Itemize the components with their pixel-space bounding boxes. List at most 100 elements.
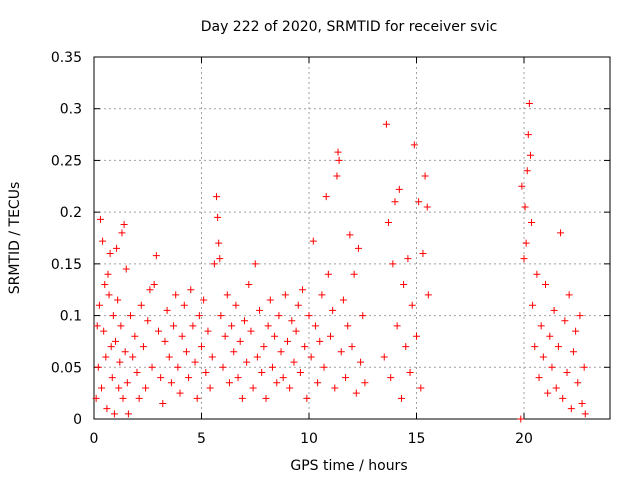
data-point (533, 270, 541, 278)
data-point (127, 312, 135, 320)
data-point (155, 327, 162, 335)
data-point (576, 312, 584, 320)
data-point (176, 389, 184, 397)
data-point (109, 312, 117, 320)
data-point (324, 270, 332, 278)
data-point (213, 193, 221, 201)
x-axis-label: GPS time / hours (290, 458, 407, 474)
data-point (163, 306, 171, 314)
data-point (288, 317, 296, 325)
data-point (174, 363, 182, 371)
data-point (251, 260, 259, 268)
data-point (565, 291, 573, 299)
data-point (320, 363, 328, 371)
data-point (380, 353, 388, 361)
data-point (266, 296, 274, 304)
data-point (103, 405, 111, 413)
data-point (307, 353, 315, 361)
data-point (210, 260, 218, 268)
data-point (387, 374, 395, 382)
data-point (318, 291, 326, 299)
data-point (322, 193, 330, 201)
data-point (214, 213, 222, 221)
data-point (523, 167, 531, 175)
data-point (182, 348, 190, 356)
data-point (159, 399, 167, 407)
data-point (292, 327, 300, 335)
data-point (580, 363, 588, 371)
data-point (334, 148, 342, 156)
data-point (120, 221, 128, 229)
data-point (301, 343, 309, 351)
data-point (107, 343, 115, 351)
data-point (180, 301, 188, 309)
data-point (185, 374, 193, 382)
data-point (200, 296, 208, 304)
data-point (569, 348, 577, 356)
data-point (245, 281, 253, 289)
data-point (408, 301, 416, 309)
data-point (277, 348, 285, 356)
data-point (404, 255, 412, 263)
data-point (339, 296, 347, 304)
data-point (208, 353, 216, 361)
data-point (286, 384, 294, 392)
data-point (546, 332, 554, 340)
y-tick-label: 0.35 (51, 50, 82, 66)
data-point (393, 322, 401, 330)
data-point (256, 306, 264, 314)
data-point (106, 250, 114, 258)
data-point (548, 363, 556, 371)
data-point (361, 379, 369, 387)
data-point (102, 353, 110, 361)
data-point (391, 198, 399, 206)
data-point (264, 322, 272, 330)
data-point (206, 384, 214, 392)
data-point (311, 322, 319, 330)
data-point (524, 131, 532, 139)
data-point (94, 363, 102, 371)
data-point (124, 410, 132, 418)
data-point (581, 410, 589, 418)
data-point (195, 312, 203, 320)
x-tick-label: 10 (300, 431, 318, 447)
data-point (115, 384, 123, 392)
x-tick-label: 15 (408, 431, 426, 447)
data-point (170, 322, 178, 330)
y-tick-label: 0.15 (51, 257, 82, 273)
data-point (415, 198, 423, 206)
data-point (518, 182, 526, 190)
data-point (352, 389, 360, 397)
data-point (526, 151, 534, 159)
data-point (114, 296, 122, 304)
data-point (96, 215, 104, 223)
data-point (146, 286, 154, 294)
y-tick-label: 0.05 (51, 360, 82, 376)
x-tick-label: 20 (515, 431, 533, 447)
data-point (243, 358, 251, 366)
data-point (316, 337, 324, 345)
data-point (116, 358, 124, 366)
data-point (105, 291, 113, 299)
data-point (299, 286, 307, 294)
data-point (517, 415, 525, 423)
data-point (215, 239, 223, 247)
data-point (150, 281, 158, 289)
data-point (113, 244, 121, 252)
data-point (424, 291, 432, 299)
data-point (525, 100, 533, 108)
data-point (346, 231, 354, 239)
y-tick-label: 0.3 (60, 102, 82, 118)
y-tick-label: 0.25 (51, 153, 82, 169)
data-point (139, 343, 147, 351)
data-point (123, 379, 131, 387)
data-point (395, 185, 403, 193)
data-point (142, 384, 150, 392)
data-point (294, 301, 302, 309)
data-point (337, 348, 345, 356)
data-point (528, 218, 536, 226)
data-point (550, 306, 558, 314)
data-point (531, 343, 539, 351)
data-point (241, 317, 248, 325)
